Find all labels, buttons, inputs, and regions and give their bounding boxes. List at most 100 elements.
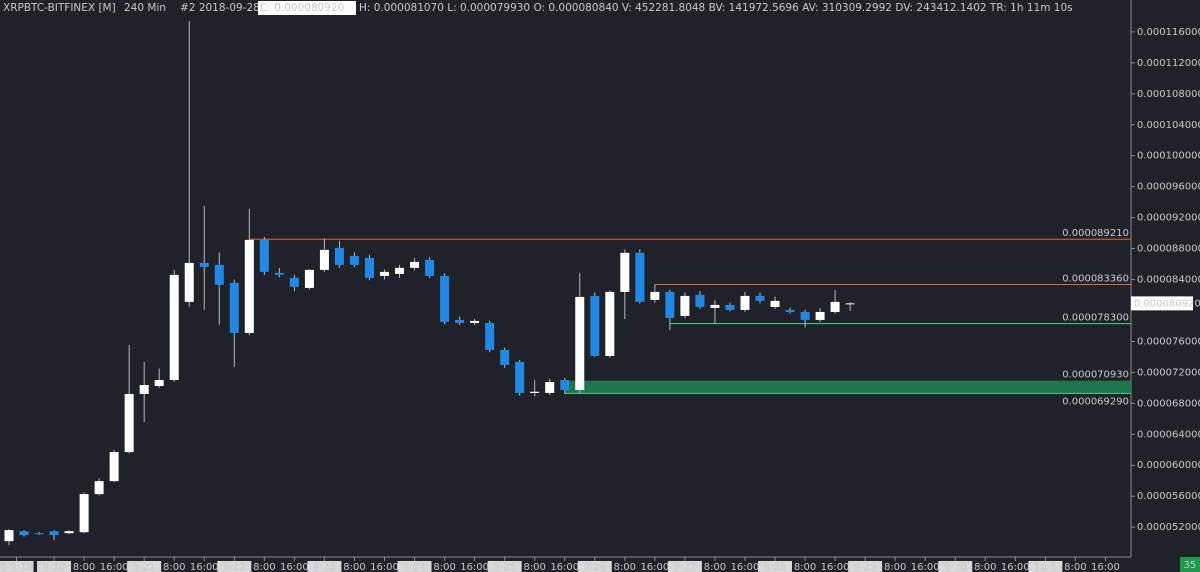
- candle-body: [830, 301, 840, 312]
- date-highlight: [667, 561, 702, 572]
- candle-body: [4, 530, 14, 542]
- y-tick-label: 0.000104000: [1137, 120, 1200, 131]
- candle-body: [800, 311, 810, 320]
- x-tick-label: 9-21: [133, 562, 156, 572]
- candle-body: [590, 295, 600, 356]
- level-label: 0.000078300: [1062, 313, 1129, 324]
- candle-body: [49, 531, 59, 536]
- header-interval: 240 Min: [124, 2, 166, 14]
- x-tick-label: 16:00: [190, 562, 219, 572]
- x-tick-label: 8:00: [343, 562, 365, 572]
- x-tick-label: 10-1: [1034, 562, 1057, 572]
- y-tick-label: 0.000108000: [1137, 89, 1200, 100]
- x-tick-label: 8:00: [433, 562, 455, 572]
- candle-body: [109, 452, 119, 482]
- candle-body: [665, 291, 675, 318]
- x-tick-label: 16:00: [280, 562, 309, 572]
- candle-body: [425, 259, 435, 276]
- x-tick-label: 9-28: [764, 562, 787, 572]
- candle-body: [515, 361, 525, 393]
- x-tick-label: 16:00: [1091, 562, 1120, 572]
- candle-body: [259, 239, 269, 272]
- x-tick-label: 16:00: [640, 562, 669, 572]
- x-tick-label: 8:00: [704, 562, 726, 572]
- y-tick-label: 0.000068000: [1137, 398, 1200, 409]
- candle-body: [560, 379, 570, 391]
- candle-body: [455, 319, 465, 323]
- candle-body: [410, 261, 420, 268]
- y-tick-label: 0.000064000: [1137, 429, 1200, 440]
- date-highlight: [577, 561, 612, 572]
- candle-body: [545, 381, 555, 393]
- candle-body: [470, 320, 480, 323]
- y-tick-label: 0.000100000: [1137, 151, 1200, 162]
- x-tick-label: 9-27: [674, 562, 697, 572]
- candle-body: [334, 247, 344, 265]
- candle-body: [139, 385, 149, 394]
- candle-body: [440, 275, 450, 322]
- candle-body: [695, 294, 705, 307]
- x-tick-label: 8:00: [163, 562, 185, 572]
- candle-body: [34, 533, 44, 535]
- last-price-box: [1131, 296, 1193, 311]
- x-tick-label: 8:00: [614, 562, 636, 572]
- date-highlight: [307, 561, 342, 572]
- y-tick-label: 0.000084000: [1137, 275, 1200, 286]
- candle-body: [184, 262, 194, 302]
- candle-body: [349, 255, 359, 265]
- candle-body: [274, 272, 284, 275]
- y-tick-label: 0.000056000: [1137, 491, 1200, 502]
- candle-body: [530, 391, 540, 393]
- x-tick-label: 9-24: [403, 562, 426, 572]
- candle-body: [725, 304, 735, 310]
- date-highlight: [487, 561, 522, 572]
- candle-body: [364, 257, 374, 278]
- y-tick-label: 0.000076000: [1137, 336, 1200, 347]
- candle-body: [845, 303, 855, 305]
- x-tick-label: 16:00: [550, 562, 579, 572]
- level-label: 0.000089210: [1062, 228, 1129, 239]
- x-tick-label: 16:00: [731, 562, 760, 572]
- candle-body: [650, 291, 660, 300]
- candle-body: [815, 311, 825, 320]
- x-tick-label: 9-25: [493, 562, 516, 572]
- candle-body: [485, 322, 495, 350]
- x-tick-label: 8:00: [884, 562, 906, 572]
- x-tick-label: 8-9-19: [0, 562, 33, 572]
- x-tick-label: 8:00: [523, 562, 545, 572]
- x-tick-label: 9-30: [944, 562, 967, 572]
- y-tick-label: 0.000088000: [1137, 244, 1200, 255]
- candle-body: [304, 269, 314, 288]
- x-tick-label: 8:00: [794, 562, 816, 572]
- candle-body: [154, 379, 164, 387]
- candle-body: [64, 531, 74, 534]
- candle-body: [755, 295, 765, 301]
- date-highlight: [127, 561, 162, 572]
- y-tick-label: 0.000072000: [1137, 367, 1200, 378]
- candle-body: [199, 262, 209, 267]
- candle-body: [710, 304, 720, 308]
- corner-badge: 35: [1184, 560, 1197, 571]
- date-highlight: [217, 561, 252, 572]
- x-tick-label: 16:00: [911, 562, 940, 572]
- y-tick-label: 0.000052000: [1137, 522, 1200, 533]
- y-tick-label: 0.000060000: [1137, 460, 1200, 471]
- date-highlight: [37, 561, 72, 572]
- x-tick-label: 16:00: [460, 562, 489, 572]
- y-tick-label: 0.000092000: [1137, 213, 1200, 224]
- x-tick-label: 16:00: [100, 562, 129, 572]
- candle-body: [395, 267, 405, 274]
- candle-body: [169, 274, 179, 380]
- candle-body: [635, 252, 645, 302]
- date-highlight: [397, 561, 432, 572]
- date-highlight: [0, 561, 34, 572]
- zone-upper-label: 0.000070930: [1062, 370, 1129, 381]
- candle-body: [380, 271, 389, 276]
- x-tick-label: 9-20: [43, 562, 66, 572]
- x-tick-label: 16:00: [1001, 562, 1030, 572]
- header-rest: H: 0.000081070 L: 0.000079930 O: 0.00008…: [359, 2, 1073, 14]
- candle-body: [740, 295, 750, 310]
- date-highlight: [938, 561, 973, 572]
